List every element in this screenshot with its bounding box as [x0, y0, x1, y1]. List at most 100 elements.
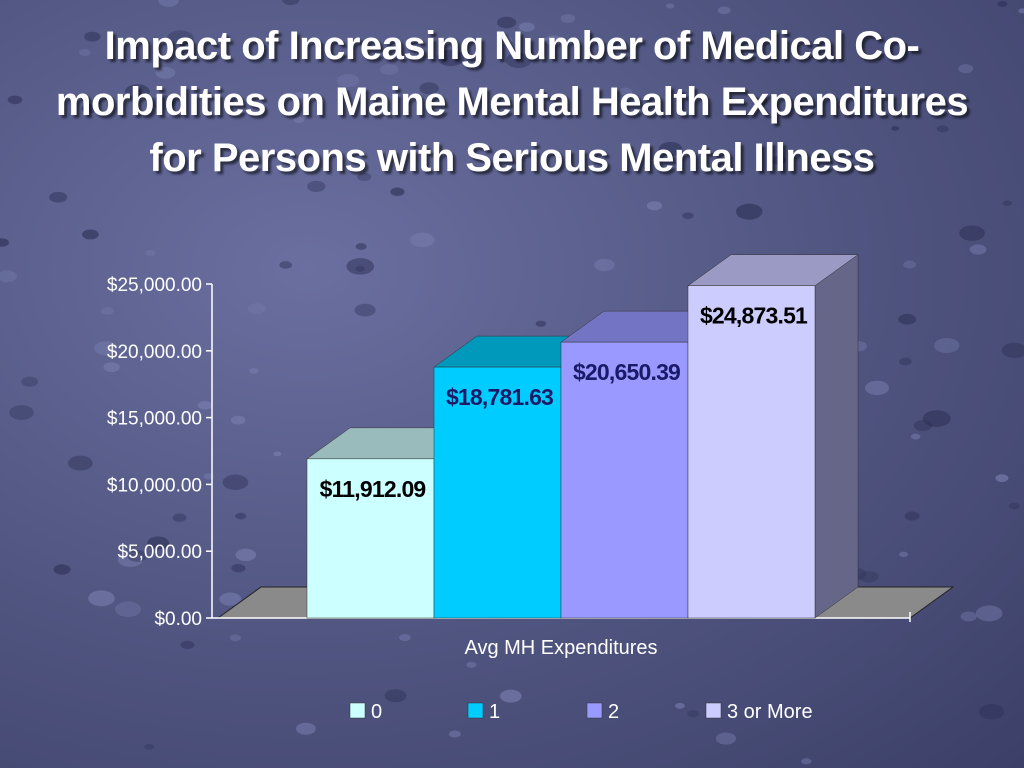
y-tick-label: $15,000.00 — [107, 409, 202, 430]
legend: 0 1 2 3 or More — [349, 701, 813, 723]
background-dot — [101, 307, 114, 315]
background-dot — [913, 420, 933, 432]
legend-label: 0 — [371, 701, 382, 723]
legend-swatch — [349, 702, 366, 719]
background-dot — [934, 337, 960, 354]
legend-label: 2 — [608, 701, 619, 723]
background-dot — [7, 95, 23, 105]
background-dot — [273, 451, 282, 457]
background-dot — [658, 141, 683, 157]
background-dot — [448, 730, 461, 738]
background-dot — [535, 320, 547, 327]
background-dot — [687, 710, 699, 718]
bar — [433, 366, 562, 619]
x-axis-label: Avg MH Expenditures — [464, 637, 657, 659]
background-dot — [49, 191, 68, 203]
background-dot — [499, 35, 513, 45]
background-dot — [124, 84, 150, 100]
y-tick-label: $25,000.00 — [107, 275, 202, 296]
background-dot — [466, 661, 477, 668]
background-dot — [1018, 8, 1024, 14]
background-dot — [619, 87, 633, 96]
background-dot — [898, 357, 912, 366]
background-dot — [235, 512, 247, 520]
background-dot — [995, 474, 1009, 483]
legend-label: 3 or More — [727, 701, 813, 723]
legend-swatch — [705, 702, 722, 719]
legend-label: 1 — [489, 701, 500, 723]
background-dot — [891, 125, 900, 131]
background-dot — [231, 564, 246, 573]
background-dot — [904, 511, 920, 521]
background-dot — [9, 405, 34, 420]
y-tick-label: $0.00 — [154, 609, 202, 630]
background-dot — [0, 270, 18, 283]
background-dot — [997, 0, 1008, 7]
background-dot — [197, 400, 213, 410]
background-dot — [115, 601, 142, 617]
background-dot — [379, 109, 395, 119]
background-dot — [147, 536, 170, 550]
background-dot — [294, 91, 306, 99]
background-dot — [922, 410, 951, 427]
background-dot — [282, 0, 300, 6]
bar-side — [814, 254, 859, 619]
background-dot — [337, 73, 359, 87]
background-dot — [127, 550, 148, 562]
background-dot — [978, 704, 1005, 720]
background-dot — [646, 201, 663, 211]
background-dot — [21, 376, 39, 387]
background-dot — [103, 362, 120, 373]
bar — [687, 285, 816, 619]
background-dot — [219, 592, 242, 606]
background-dot — [505, 52, 532, 69]
background-dot — [674, 702, 685, 709]
data-label: $24,873.51 — [700, 303, 808, 329]
background-dot — [419, 82, 439, 95]
background-dot — [715, 732, 737, 745]
data-label: $18,781.63 — [446, 384, 553, 410]
background-dot — [865, 380, 890, 396]
background-dot — [167, 30, 194, 47]
background-dot — [975, 605, 1003, 622]
legend-swatch — [586, 702, 603, 719]
background-dot — [0, 238, 10, 247]
background-dot — [497, 16, 517, 29]
background-dot — [307, 180, 326, 192]
background-dot — [180, 640, 195, 650]
background-dot — [1008, 502, 1020, 510]
background-dot — [144, 743, 154, 750]
background-dot — [754, 97, 768, 106]
bar-series-3-or-more — [687, 254, 859, 619]
background-dot — [164, 110, 176, 118]
background-dot — [203, 473, 214, 480]
bar — [306, 458, 435, 619]
background-dot — [859, 570, 879, 583]
bar — [560, 341, 689, 619]
background-dot — [594, 258, 615, 272]
background-dot — [801, 758, 812, 765]
background-dot — [295, 722, 316, 735]
legend-swatch — [467, 702, 484, 719]
background-dot — [88, 590, 115, 607]
background-dot — [229, 634, 242, 642]
background-dot — [898, 313, 917, 325]
background-dot — [899, 551, 909, 558]
background-dot — [354, 303, 376, 317]
background-dot — [357, 172, 372, 182]
y-tick-label: $5,000.00 — [117, 542, 202, 563]
background-dot — [235, 548, 257, 562]
slide-title: Impact of Increasing Number of Medical C… — [55, 24, 969, 180]
background-dot — [172, 513, 187, 522]
background-dot — [81, 104, 97, 114]
background-dot — [399, 634, 411, 642]
background-dot — [771, 155, 787, 165]
background-dot — [155, 66, 176, 79]
background-dot — [79, 48, 91, 57]
background-dot — [346, 258, 375, 275]
background-dot — [145, 249, 156, 256]
background-dot — [958, 64, 974, 74]
background-dot — [222, 474, 249, 490]
background-dot — [249, 368, 259, 374]
